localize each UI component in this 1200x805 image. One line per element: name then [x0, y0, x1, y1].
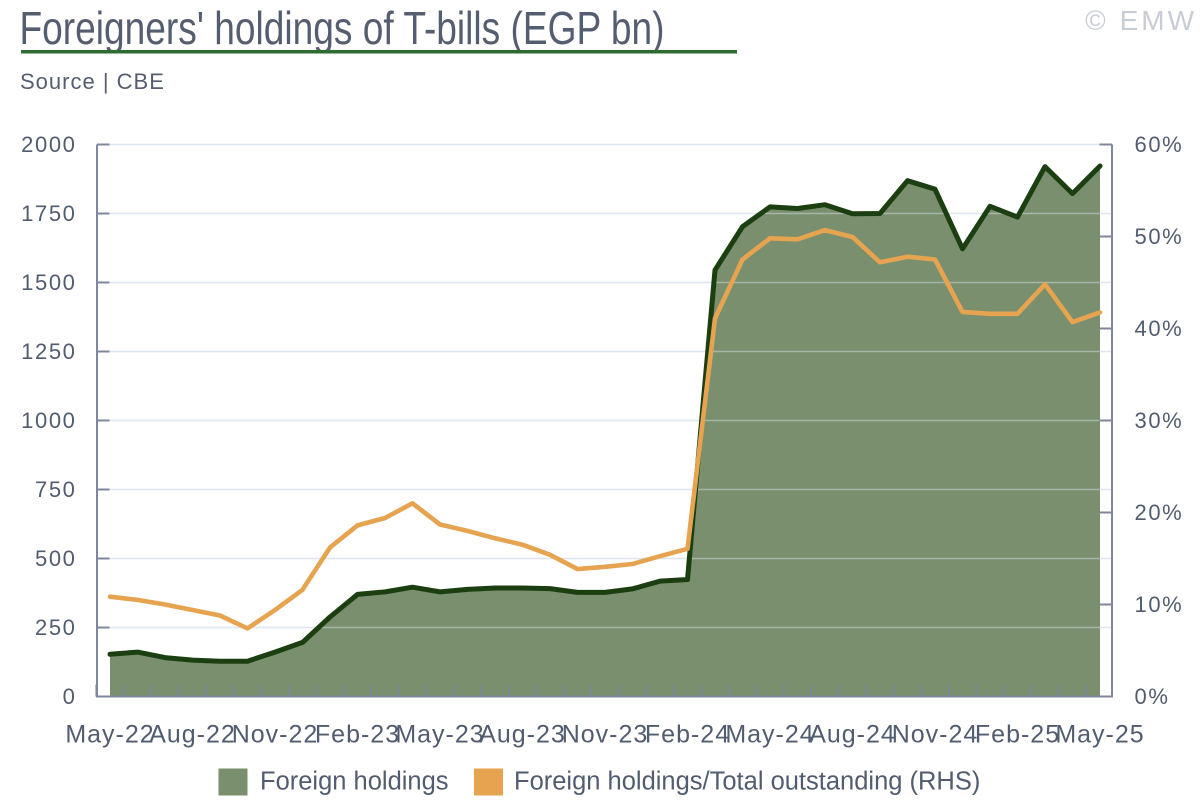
svg-text:1500: 1500 [21, 270, 76, 295]
svg-text:May-23: May-23 [395, 721, 484, 749]
svg-text:750: 750 [35, 477, 77, 502]
svg-text:May-25: May-25 [1055, 721, 1144, 749]
svg-text:Aug-23: Aug-23 [479, 721, 566, 749]
svg-text:Nov-22: Nov-22 [232, 721, 319, 749]
svg-text:2000: 2000 [21, 132, 76, 157]
svg-text:1750: 1750 [21, 201, 76, 226]
svg-text:© EMW: © EMW [1085, 5, 1197, 36]
svg-text:60%: 60% [1135, 132, 1184, 157]
svg-text:Nov-24: Nov-24 [892, 721, 979, 749]
svg-text:50%: 50% [1135, 224, 1184, 249]
svg-text:Foreigners' holdings of T-bill: Foreigners' holdings of T-bills (EGP bn) [20, 2, 665, 54]
svg-text:Foreign holdings: Foreign holdings [260, 768, 449, 796]
svg-text:May-24: May-24 [725, 721, 814, 749]
svg-text:0%: 0% [1135, 684, 1170, 709]
svg-text:Feb-24: Feb-24 [645, 721, 730, 749]
svg-text:30%: 30% [1135, 408, 1184, 433]
svg-text:Aug-22: Aug-22 [149, 721, 236, 749]
svg-text:250: 250 [35, 615, 77, 640]
svg-text:Source | CBE: Source | CBE [20, 69, 165, 94]
svg-text:Feb-25: Feb-25 [975, 721, 1060, 749]
svg-text:1250: 1250 [21, 339, 76, 364]
svg-text:500: 500 [35, 546, 77, 571]
svg-text:May-22: May-22 [65, 721, 154, 749]
svg-text:0: 0 [63, 684, 77, 709]
svg-text:10%: 10% [1135, 592, 1184, 617]
svg-text:Feb-23: Feb-23 [315, 721, 400, 749]
svg-text:40%: 40% [1135, 316, 1184, 341]
svg-text:Foreign holdings/Total outstan: Foreign holdings/Total outstanding (RHS) [514, 768, 980, 796]
svg-text:Aug-24: Aug-24 [809, 721, 896, 749]
svg-text:Nov-23: Nov-23 [562, 721, 649, 749]
svg-text:20%: 20% [1135, 500, 1184, 525]
svg-text:1000: 1000 [21, 408, 76, 433]
